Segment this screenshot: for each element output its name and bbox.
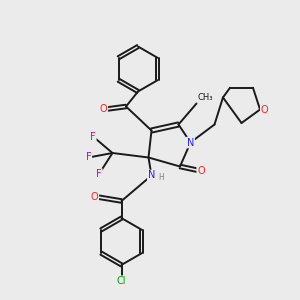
- Text: F: F: [90, 131, 96, 142]
- Text: F: F: [86, 152, 91, 163]
- Text: N: N: [187, 137, 194, 148]
- Text: N: N: [148, 170, 155, 181]
- Text: F: F: [96, 169, 102, 179]
- Text: Cl: Cl: [117, 276, 126, 286]
- Text: H: H: [158, 172, 164, 182]
- Text: O: O: [91, 191, 98, 202]
- Text: O: O: [100, 104, 107, 115]
- Text: O: O: [261, 104, 268, 115]
- Text: CH₃: CH₃: [198, 93, 214, 102]
- Text: O: O: [197, 166, 205, 176]
